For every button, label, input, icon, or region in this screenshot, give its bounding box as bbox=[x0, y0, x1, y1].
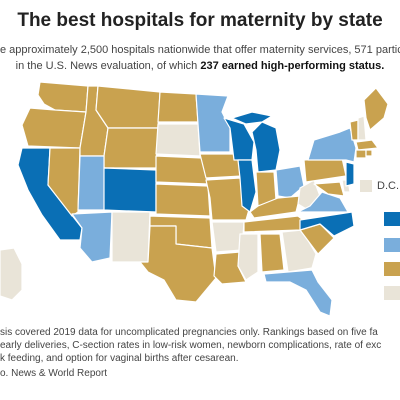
legend-swatch-dark-blue bbox=[384, 212, 400, 226]
state-north-dakota[interactable] bbox=[157, 91, 199, 123]
state-new-hampshire[interactable] bbox=[357, 115, 367, 141]
footnote: sis covered 2019 data for uncomplicated … bbox=[0, 326, 400, 365]
footnote-line-2: early deliveries, C-section rates in low… bbox=[0, 340, 382, 351]
legend-swatch-gold bbox=[384, 262, 400, 276]
state-pennsylvania[interactable] bbox=[303, 157, 347, 183]
state-maine[interactable] bbox=[363, 87, 389, 131]
state-mississippi[interactable] bbox=[237, 233, 259, 281]
state-rhode-island[interactable] bbox=[365, 149, 373, 157]
state-nebraska[interactable] bbox=[155, 155, 209, 185]
footnote-line-1: sis covered 2019 data for uncomplicated … bbox=[0, 327, 378, 338]
legend bbox=[384, 212, 400, 300]
legend-swatch-light-blue bbox=[384, 238, 400, 252]
state-massachusetts[interactable] bbox=[355, 139, 379, 151]
state-florida[interactable] bbox=[263, 269, 333, 317]
state-colorado[interactable] bbox=[103, 167, 157, 213]
subtitle-line-2: in the U.S. News evaluation, of which 23… bbox=[0, 58, 400, 74]
state-ohio[interactable] bbox=[275, 165, 305, 199]
dc-label: D.C. bbox=[377, 180, 399, 192]
dc-swatch bbox=[360, 180, 372, 192]
state-montana[interactable] bbox=[95, 85, 161, 129]
states-group bbox=[0, 81, 389, 317]
state-new-york[interactable] bbox=[307, 127, 357, 163]
state-minnesota[interactable] bbox=[195, 93, 231, 153]
state-vermont[interactable] bbox=[349, 119, 359, 141]
state-michigan[interactable] bbox=[251, 121, 281, 173]
state-alabama[interactable] bbox=[259, 233, 285, 273]
subtitle-highlight: 237 earned high-performing status. bbox=[200, 60, 385, 72]
footnote-line-3: k feeding, and option for vaginal births… bbox=[0, 353, 239, 364]
source-credit: o. News & World Report bbox=[0, 368, 108, 379]
state-michigan-upper[interactable] bbox=[231, 111, 273, 125]
state-texas[interactable] bbox=[139, 225, 217, 303]
state-south-dakota[interactable] bbox=[155, 123, 201, 157]
state-new-mexico[interactable] bbox=[111, 211, 151, 263]
state-connecticut[interactable] bbox=[355, 149, 367, 159]
state-oregon[interactable] bbox=[21, 107, 87, 149]
legend-swatch-light-gray bbox=[384, 286, 400, 300]
state-new-jersey[interactable] bbox=[345, 161, 355, 187]
subtitle-line-2-text: in the U.S. News evaluation, of which bbox=[15, 60, 201, 72]
state-alaska[interactable] bbox=[0, 247, 23, 301]
map-subtitle: e approximately 2,500 hospitals nationwi… bbox=[0, 42, 400, 74]
state-virginia[interactable] bbox=[297, 191, 349, 213]
state-wyoming[interactable] bbox=[103, 127, 159, 169]
subtitle-line-1: e approximately 2,500 hospitals nationwi… bbox=[0, 44, 400, 56]
state-kansas[interactable] bbox=[155, 183, 211, 217]
state-maryland[interactable] bbox=[313, 181, 345, 197]
map-title: The best hospitals for maternity by stat… bbox=[17, 10, 383, 31]
state-north-carolina[interactable] bbox=[299, 211, 355, 237]
state-washington[interactable] bbox=[37, 81, 89, 113]
